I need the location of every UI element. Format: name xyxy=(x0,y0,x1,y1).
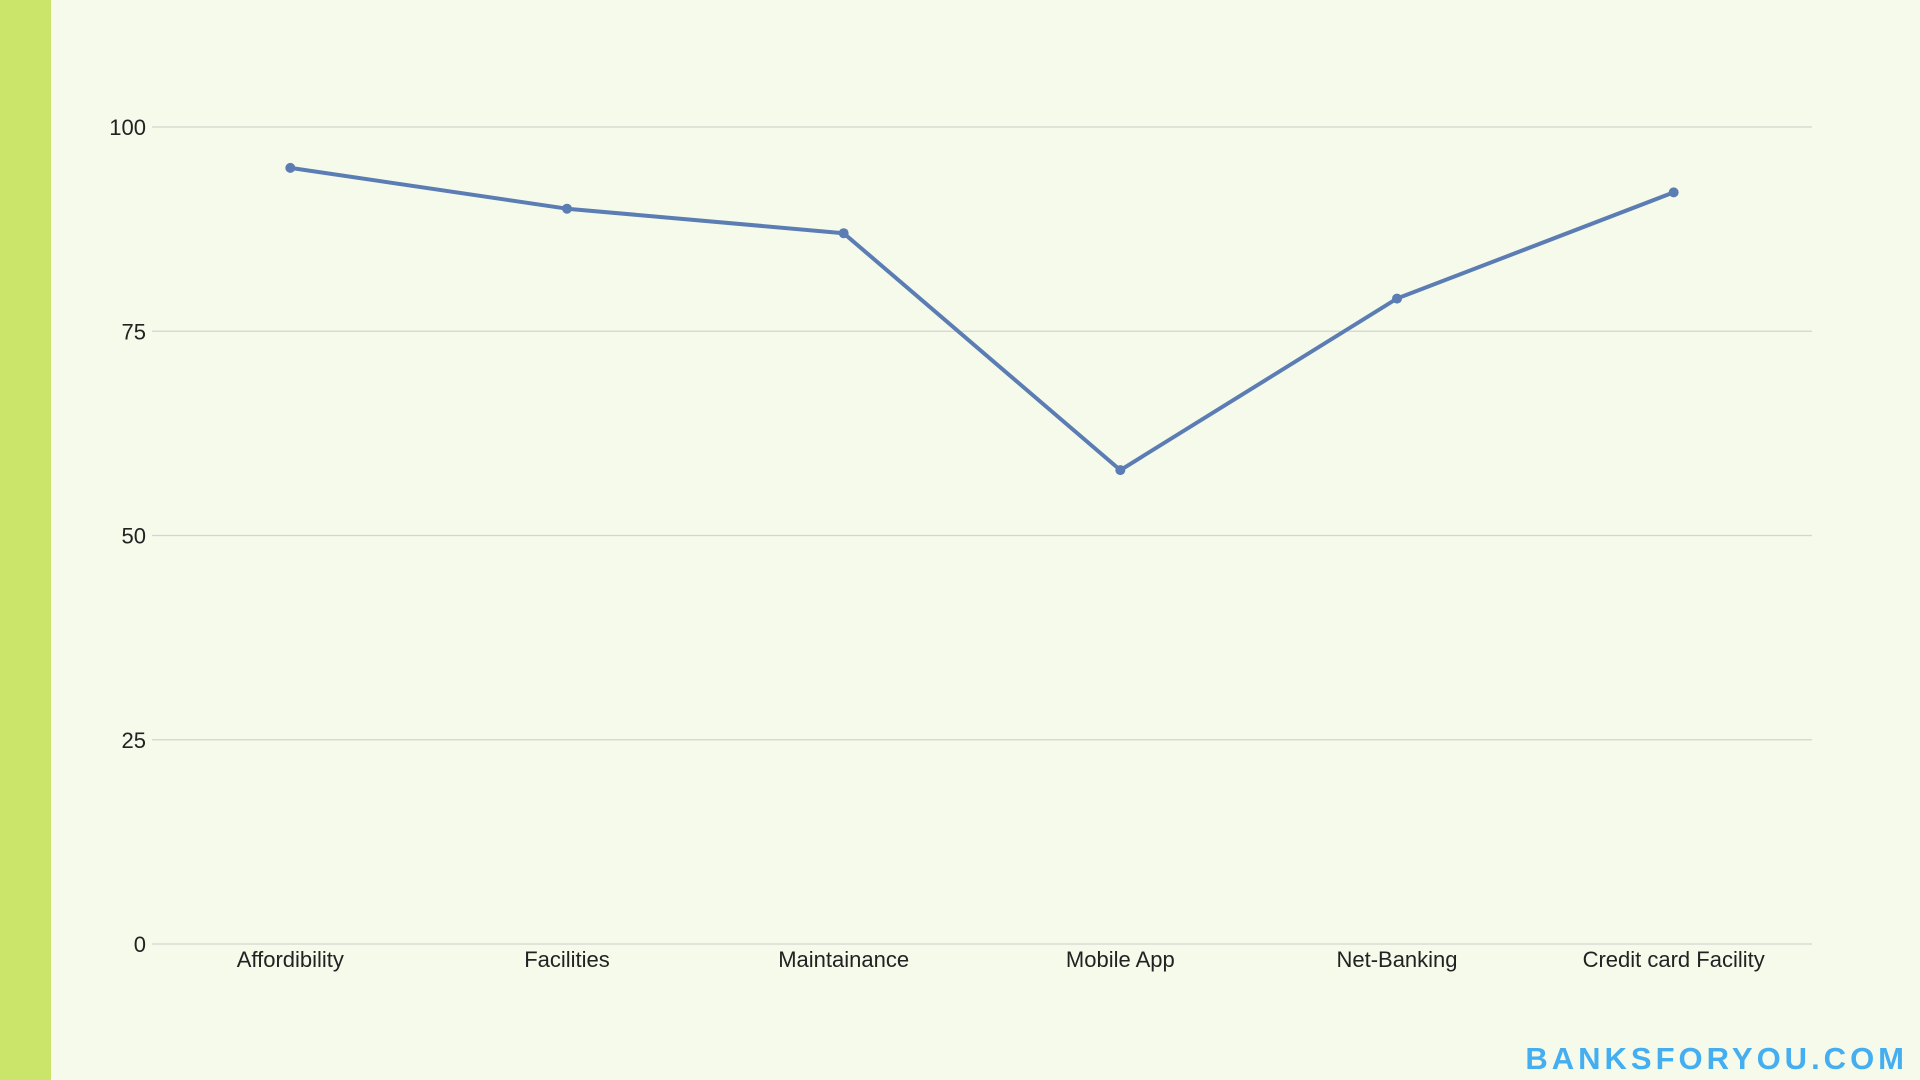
data-point xyxy=(1115,465,1126,476)
data-point xyxy=(1392,293,1402,304)
left-accent-bar xyxy=(0,0,51,1080)
y-tick-label: 50 xyxy=(122,524,146,549)
x-tick-label: Maintainance xyxy=(778,947,909,972)
x-tick-label: Mobile App xyxy=(1066,947,1175,972)
data-point xyxy=(838,228,849,239)
series-line xyxy=(288,165,1676,473)
watermark-text: BANKSFORYOU.COM xyxy=(1525,1041,1908,1076)
y-tick-label: 0 xyxy=(134,932,146,957)
x-tick-label: Net-Banking xyxy=(1336,947,1457,972)
y-tick-label: 100 xyxy=(109,115,146,140)
x-tick-label: Affordibility xyxy=(237,947,344,972)
x-tick-label: Facilities xyxy=(524,947,610,972)
x-tick-label: Credit card Facility xyxy=(1583,947,1765,972)
y-tick-label: 25 xyxy=(122,728,146,753)
y-tick-label: 75 xyxy=(122,319,146,344)
data-point xyxy=(1668,187,1679,198)
data-point xyxy=(562,203,572,214)
data-point xyxy=(285,162,296,173)
